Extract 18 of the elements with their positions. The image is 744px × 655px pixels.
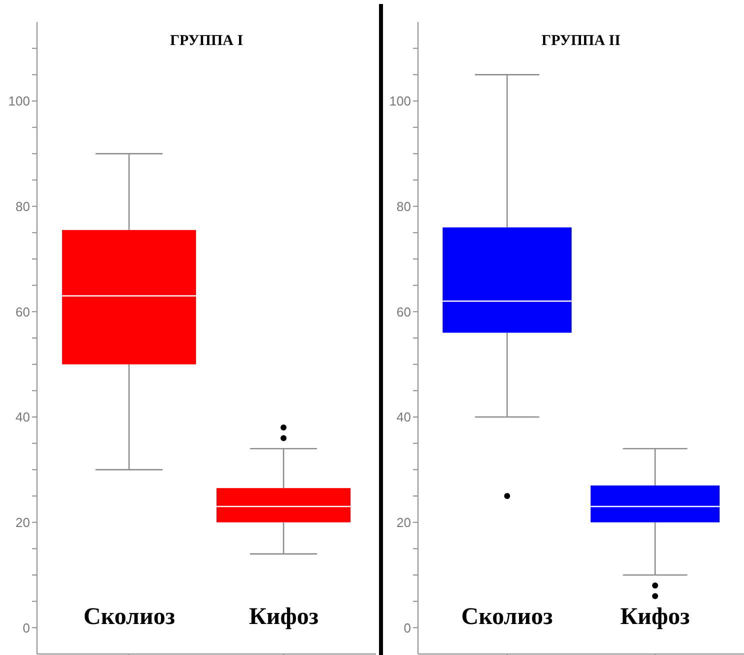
text: ГРУППА II xyxy=(540,33,622,50)
y-tick-label: 60 xyxy=(396,304,411,320)
y-tick-label: 20 xyxy=(16,514,30,530)
y-tick-label: 40 xyxy=(396,410,411,425)
x-tick-label: Кифоз xyxy=(620,604,690,630)
y-tick-label: 80 xyxy=(396,198,411,214)
x-tick-label: Сколиоз xyxy=(461,604,554,630)
x-tick-label: Сколиоз xyxy=(84,604,176,630)
y-tick-label: 100 xyxy=(389,94,411,109)
y-tick-label: 0 xyxy=(22,620,30,636)
text: ГРУППА I xyxy=(168,33,244,50)
x-tick-label: Кифоз xyxy=(249,604,319,630)
y-tick-label: 100 xyxy=(8,94,30,109)
y-tick-label: 20 xyxy=(396,514,411,530)
y-tick-label: 40 xyxy=(16,410,30,425)
y-tick-label: 0 xyxy=(404,620,411,636)
y-tick-label: 80 xyxy=(16,198,30,214)
y-tick-label: 60 xyxy=(16,304,30,320)
